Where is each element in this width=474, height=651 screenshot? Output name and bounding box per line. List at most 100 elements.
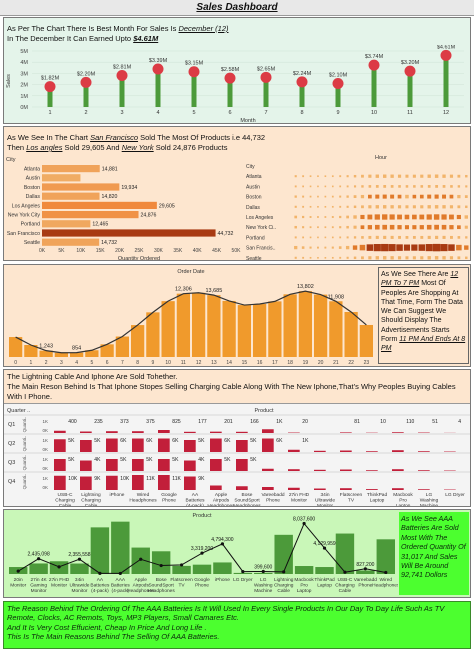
heatmap-cell — [324, 246, 327, 249]
product-label: Charging — [335, 583, 355, 589]
quarter-bar — [418, 489, 430, 490]
heatmap-cell — [441, 214, 447, 220]
heatmap-cell — [367, 214, 373, 220]
quarter-bar — [132, 438, 144, 452]
heatmap-cell — [434, 174, 439, 178]
heatmap-cell — [427, 256, 431, 260]
quarter-bar — [366, 489, 378, 490]
city-data-label: 29,605 — [159, 203, 175, 209]
product-label: Apple — [135, 577, 148, 583]
quarter-data-label: 6K — [172, 438, 179, 444]
month-bar — [155, 69, 161, 107]
hourly-data-label: 13,802 — [297, 284, 314, 290]
hourly-data-label: 13,685 — [205, 288, 222, 294]
hourly-xtick: 12 — [196, 360, 202, 366]
hourly-bar — [253, 304, 267, 357]
quarter-label: Q2 — [8, 441, 15, 447]
quarter-product-label: Cable — [59, 503, 72, 507]
product-label: Bose — [156, 577, 167, 583]
heatmap-cell — [434, 194, 439, 199]
quarter-bar — [288, 487, 300, 490]
quarter-data-label: 4K — [94, 457, 101, 463]
quarter-bar — [80, 460, 92, 471]
hourly-bar — [222, 300, 236, 357]
quarter-product-label: SoundSport — [234, 498, 260, 504]
heatmap-cell — [383, 205, 387, 209]
heatmap-hour-title: Hour — [375, 155, 387, 161]
hourly-xlabel: Order Date — [177, 269, 204, 275]
product-sales-label: 399,600 — [254, 564, 272, 570]
heatmap-cell — [361, 185, 364, 188]
hourly-note: As We See There Are 12 PM To 7 PM Most O… — [381, 270, 466, 354]
hourly-xtick: 3 — [60, 360, 63, 366]
quarter-caption-line1: The Lightning Cable And Iphone Are Sold … — [7, 372, 178, 381]
hourly-xtick: 10 — [165, 360, 171, 366]
city-xtick: 20K — [115, 248, 125, 254]
heatmap-cell — [317, 246, 319, 249]
product-label: Phone — [195, 583, 209, 589]
hourly-bar — [146, 312, 160, 357]
heatmap-cell — [339, 195, 342, 198]
city-bar — [42, 201, 157, 209]
product-label: TV — [179, 583, 186, 589]
month-bar — [371, 65, 377, 107]
product-label: Airpods — [133, 583, 150, 589]
quarter-bar — [210, 485, 222, 490]
month-data-label: $3.74M — [365, 54, 384, 60]
city-xlabel: Quantity Ordered — [118, 256, 160, 261]
quarter-data-label: 6K — [276, 438, 283, 444]
quarter-ytick: 0K — [42, 447, 48, 452]
hourly-bar — [359, 324, 373, 357]
heatmap-cell — [324, 226, 327, 229]
heatmap-cell — [294, 175, 297, 178]
quarter-bar — [80, 476, 92, 490]
heatmap-cell — [434, 256, 439, 260]
heatmap-cell — [420, 256, 424, 260]
heatmap-cell — [302, 195, 305, 198]
hourly-xtick: 2 — [45, 360, 48, 366]
heatmap-cell — [457, 185, 461, 188]
month-caption-amount: $4.61M — [133, 34, 159, 43]
quarter-data-label: 10 — [380, 419, 386, 425]
quarter-bar — [54, 430, 66, 433]
heatmap-cell — [390, 205, 394, 209]
city-caption-e: Sold 24,876 Products — [153, 143, 228, 152]
heatmap-cell — [383, 256, 387, 260]
product-label: Monitor — [71, 588, 87, 594]
product-label: Machine — [254, 588, 272, 594]
city-xtick: 15K — [96, 248, 106, 254]
city-xtick: 45K — [212, 248, 222, 254]
heatmap-cell — [324, 175, 327, 178]
product-label: (4-pack) — [91, 588, 109, 594]
product-label: Monitor — [31, 588, 47, 594]
month-bar — [227, 78, 233, 107]
month-data-label: $4.61M — [437, 45, 456, 50]
heatmap-cell — [465, 174, 468, 178]
quarter-data-label: 10K — [120, 476, 130, 482]
city-label: Portland — [21, 222, 40, 228]
hourly-xtick: 21 — [333, 360, 339, 366]
quarter-data-label: 235 — [94, 419, 103, 425]
product-label: Laptop — [297, 588, 312, 594]
heatmap-cell — [352, 245, 358, 250]
month-ytick: 5M — [20, 49, 28, 55]
hourly-xtick: 4 — [75, 360, 78, 366]
quarter-bar — [132, 475, 144, 490]
quarter-product-label: Cable — [85, 503, 98, 507]
city-xtick: 0K — [39, 248, 46, 254]
heatmap-cell — [353, 256, 357, 260]
heatmap-cell — [465, 205, 468, 209]
city-caption-line2: Then Los angles Sold 29,605 And New York… — [7, 143, 227, 153]
hourly-bar — [329, 301, 343, 357]
city-label: New York City — [8, 213, 41, 219]
month-dot — [116, 70, 128, 82]
heatmap-cell — [346, 205, 349, 208]
heatmap-row-label: Austin — [246, 184, 260, 190]
product-label: Ultrawide — [69, 583, 89, 589]
heatmap-cell — [331, 195, 334, 198]
heatmap-cell — [317, 256, 319, 259]
city-xtick: 10K — [76, 248, 86, 254]
month-dot — [224, 72, 236, 84]
product-sales-point — [139, 557, 143, 561]
hourly-xtick: 1 — [29, 360, 32, 366]
